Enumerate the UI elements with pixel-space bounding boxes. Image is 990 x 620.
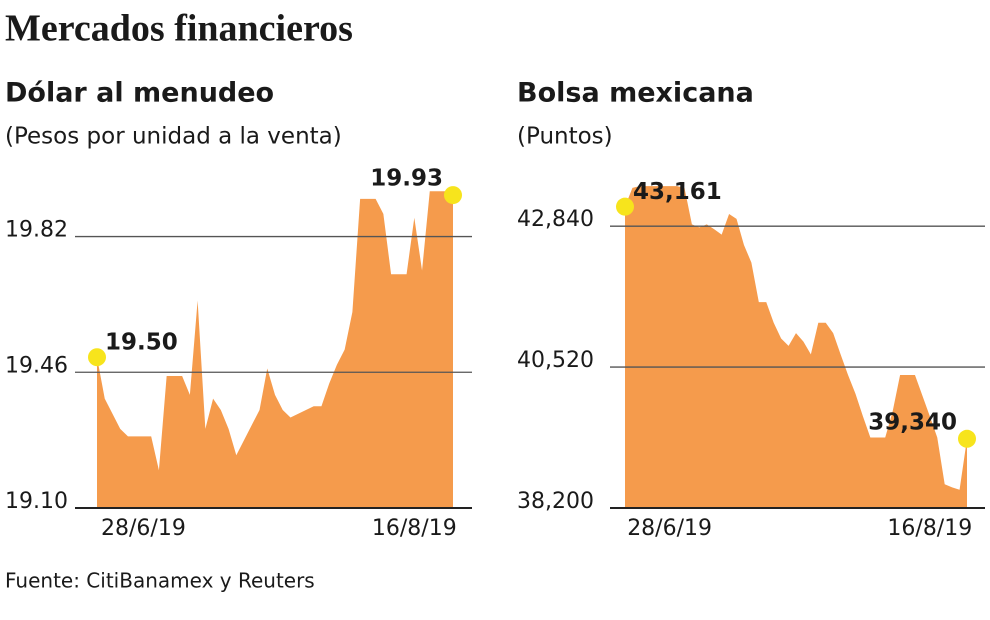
highlight-dot	[88, 348, 106, 367]
x-tick-label: 28/6/19	[627, 516, 712, 541]
chart-subtitle: (Puntos)	[517, 124, 613, 150]
value-label: 39,340	[868, 409, 957, 435]
area	[97, 191, 453, 508]
chart-subtitle: (Pesos por unidad a la venta)	[5, 124, 342, 150]
y-tick-label: 42,840	[517, 207, 594, 232]
area	[625, 186, 967, 508]
y-tick-label: 40,520	[517, 348, 594, 373]
main-title: Mercados financieros	[5, 8, 353, 50]
y-tick-label: 19.10	[5, 489, 68, 514]
y-tick-label: 19.82	[5, 218, 68, 243]
value-label: 43,161	[633, 179, 722, 205]
highlight-dot	[444, 186, 462, 205]
value-label: 19.50	[105, 330, 178, 356]
chart-title: Bolsa mexicana	[517, 78, 754, 109]
x-tick-label: 28/6/19	[101, 516, 186, 541]
highlight-dot	[958, 429, 976, 448]
source: Fuente: CitiBanamex y Reuters	[5, 569, 315, 593]
chart-title: Dólar al menudeo	[5, 78, 274, 109]
x-tick-label: 16/8/19	[887, 516, 972, 541]
y-tick-label: 19.46	[5, 353, 68, 378]
x-tick-label: 16/8/19	[372, 516, 457, 541]
highlight-dot	[616, 197, 634, 216]
y-tick-label: 38,200	[517, 489, 594, 514]
value-label: 19.93	[370, 166, 443, 192]
